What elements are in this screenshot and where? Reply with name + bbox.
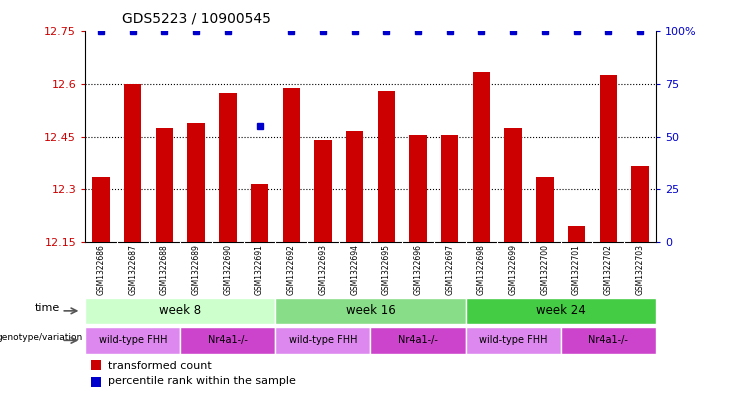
Bar: [346, 131, 363, 242]
Bar: [473, 72, 490, 242]
Text: genotype/variation: genotype/variation: [0, 333, 83, 342]
Bar: [91, 377, 102, 387]
Bar: [276, 327, 370, 354]
Text: GSM1322701: GSM1322701: [572, 244, 581, 295]
Text: Nr4a1-/-: Nr4a1-/-: [398, 335, 438, 345]
Bar: [631, 166, 648, 242]
Bar: [409, 135, 427, 242]
Bar: [85, 298, 276, 324]
Bar: [599, 75, 617, 242]
Bar: [536, 177, 554, 242]
Text: wild-type FHH: wild-type FHH: [289, 335, 357, 345]
Bar: [219, 93, 236, 242]
Text: GSM1322696: GSM1322696: [413, 244, 422, 296]
Bar: [378, 91, 395, 242]
Text: GSM1322687: GSM1322687: [128, 244, 137, 295]
Text: GSM1322686: GSM1322686: [96, 244, 105, 295]
Bar: [91, 360, 102, 370]
Text: Nr4a1-/-: Nr4a1-/-: [588, 335, 628, 345]
Text: Nr4a1-/-: Nr4a1-/-: [208, 335, 247, 345]
Bar: [505, 128, 522, 242]
Text: wild-type FHH: wild-type FHH: [99, 335, 167, 345]
Text: GSM1322691: GSM1322691: [255, 244, 264, 295]
Text: GSM1322703: GSM1322703: [636, 244, 645, 296]
Bar: [314, 140, 332, 242]
Bar: [180, 327, 276, 354]
Text: GSM1322693: GSM1322693: [319, 244, 328, 296]
Bar: [187, 123, 205, 242]
Text: GSM1322698: GSM1322698: [477, 244, 486, 295]
Bar: [93, 177, 110, 242]
Text: GSM1322695: GSM1322695: [382, 244, 391, 296]
Text: week 24: week 24: [536, 304, 585, 318]
Bar: [370, 327, 465, 354]
Bar: [276, 298, 465, 324]
Text: GSM1322690: GSM1322690: [223, 244, 233, 296]
Text: GSM1322697: GSM1322697: [445, 244, 454, 296]
Bar: [561, 327, 656, 354]
Text: GSM1322692: GSM1322692: [287, 244, 296, 295]
Text: GSM1322699: GSM1322699: [508, 244, 518, 296]
Text: time: time: [35, 303, 60, 313]
Text: transformed count: transformed count: [108, 360, 212, 371]
Text: week 8: week 8: [159, 304, 202, 318]
Bar: [85, 327, 180, 354]
Text: percentile rank within the sample: percentile rank within the sample: [108, 376, 296, 386]
Bar: [282, 88, 300, 242]
Text: week 16: week 16: [345, 304, 396, 318]
Bar: [251, 184, 268, 242]
Bar: [156, 128, 173, 242]
Bar: [465, 327, 561, 354]
Bar: [465, 298, 656, 324]
Text: GSM1322700: GSM1322700: [540, 244, 549, 296]
Text: wild-type FHH: wild-type FHH: [479, 335, 548, 345]
Text: GSM1322694: GSM1322694: [350, 244, 359, 296]
Text: GSM1322688: GSM1322688: [160, 244, 169, 295]
Text: GSM1322689: GSM1322689: [192, 244, 201, 295]
Text: GDS5223 / 10900545: GDS5223 / 10900545: [122, 12, 271, 26]
Bar: [124, 84, 142, 242]
Bar: [568, 226, 585, 242]
Text: GSM1322702: GSM1322702: [604, 244, 613, 295]
Bar: [441, 135, 459, 242]
